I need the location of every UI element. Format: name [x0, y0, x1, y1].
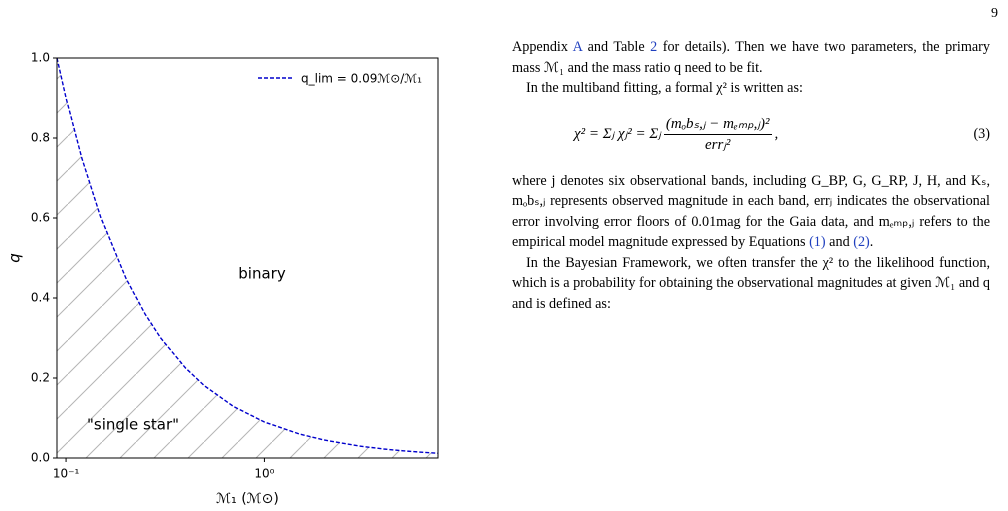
y-axis-label: q: [6, 253, 24, 263]
y-tick-label: 0.8: [31, 131, 50, 145]
text-run: where j denotes six observational bands,…: [512, 172, 990, 251]
paragraph: In the Bayesian Framework, we often tran…: [512, 254, 990, 312]
reference-link[interactable]: 2: [650, 39, 658, 55]
text-column: Appendix A and Table 2 for details). The…: [512, 37, 990, 314]
y-tick-label: 1.0: [31, 51, 50, 65]
page-number: 9: [991, 6, 998, 21]
text-run: Appendix: [512, 39, 573, 55]
paragraph: where j denotes six observational bands,…: [512, 171, 990, 253]
x-tick-label: 10⁰: [254, 467, 274, 481]
x-axis-label: ℳ₁ (ℳ⊙): [216, 491, 279, 507]
chart: q_lim = 0.09ℳ⊙/ℳ₁ 0.0 0.2 0.4 0.6 0.8 1.0 10⁻¹ 1…: [6, 51, 439, 507]
equation-denominator: errⱼ²: [704, 137, 731, 153]
legend-label: q_lim = 0.09ℳ⊙/ℳ₁: [301, 72, 422, 86]
paragraph: In the multiband fitting, a formal χ² is…: [526, 80, 803, 96]
y-tick-label: 0.4: [31, 291, 50, 305]
y-tick-label: 0.2: [31, 371, 50, 385]
curve: [56, 57, 439, 454]
equation-lhs: χ² = Σⱼ χⱼ² = Σⱼ: [574, 126, 661, 143]
reference-link[interactable]: (1): [809, 234, 826, 250]
equation-numerator: (mₒbₛ,ⱼ − mₑₘₚ,ⱼ)²: [663, 114, 772, 135]
equation-tail: ,: [774, 126, 779, 143]
reference-link[interactable]: (2): [853, 234, 870, 250]
plot-border: [56, 57, 439, 459]
hatch-area: [57, 58, 438, 458]
y-tick-label: 0.6: [31, 211, 50, 225]
equation: χ² = Σⱼ χⱼ² = Σⱼ (mₒbₛ,ⱼ − mₑₘₚ,ⱼ)² errⱼ²…: [512, 99, 990, 171]
text-run: .: [869, 234, 874, 250]
text-run: and Table: [582, 39, 651, 55]
paragraph: Appendix A and Table 2 for details). The…: [512, 37, 990, 78]
text-run: for details). Then we have two parameter…: [512, 39, 990, 76]
x-tick-label: 10⁻¹: [53, 467, 80, 481]
annotation: binary: [238, 265, 286, 283]
equation-number: (3): [973, 126, 990, 143]
y-tick-label: 0.0: [31, 451, 50, 465]
text-run: and: [825, 234, 854, 250]
annotation: "single star": [87, 416, 179, 434]
reference-link[interactable]: A: [572, 39, 583, 55]
